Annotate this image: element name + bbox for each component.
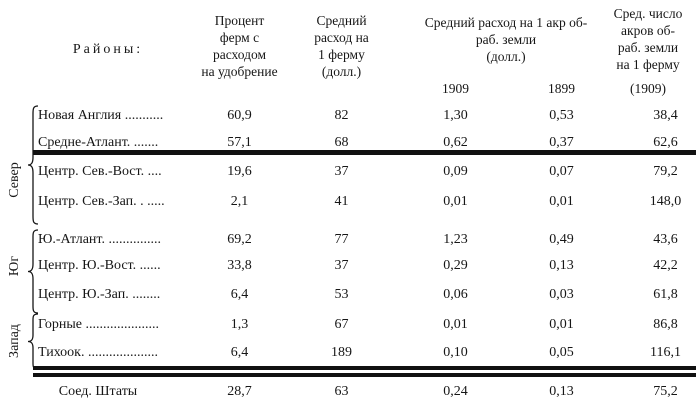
value-percent: 60,9 bbox=[227, 108, 252, 123]
value-per-acre-1899: 0,07 bbox=[549, 164, 574, 179]
column-header-percent-farms: Процент ферм с расходом на удобрение bbox=[192, 12, 287, 80]
subcolumn-header-1899: 1899 bbox=[548, 81, 575, 96]
value-percent: 57,1 bbox=[227, 135, 252, 150]
value-per-acre-1909: 1,30 bbox=[443, 108, 468, 123]
value-per-farm: 37 bbox=[334, 164, 349, 179]
header-line: ферм с bbox=[219, 30, 260, 45]
value-per-acre-1909: 0,01 bbox=[443, 194, 468, 209]
value-per-acre-1899: 0,01 bbox=[549, 317, 574, 332]
value-per-farm: 82 bbox=[334, 108, 349, 123]
value-percent: 19,6 bbox=[227, 164, 252, 179]
value-per-farm: 68 bbox=[334, 135, 349, 150]
header-line: акров об- bbox=[621, 23, 675, 38]
value-acres: 43,6 bbox=[653, 232, 678, 247]
value-per-acre-1899: 0,13 bbox=[549, 384, 574, 399]
table-total-row: Соед. Штаты 28,7 63 0,24 0,13 75,2 bbox=[0, 384, 696, 401]
header-line: раб. земли bbox=[617, 40, 679, 55]
value-per-farm: 189 bbox=[331, 345, 352, 360]
row-label: Средне-Атлант. ....... bbox=[38, 135, 159, 150]
value-per-farm: 63 bbox=[334, 384, 349, 399]
value-per-acre-1909: 0,10 bbox=[443, 345, 468, 360]
header-line: раб. земли bbox=[475, 32, 537, 47]
row-label: Новая Англия ........... bbox=[38, 108, 164, 123]
value-percent: 6,4 bbox=[230, 287, 249, 302]
group-brace-north bbox=[27, 105, 39, 225]
value-per-acre-1909: 0,24 bbox=[443, 384, 468, 399]
row-label: Горные ..................... bbox=[38, 317, 159, 332]
subcolumn-header-1909: 1909 bbox=[442, 81, 469, 96]
group-brace-south bbox=[27, 229, 39, 314]
row-label: Тихоок. .................... bbox=[38, 345, 158, 360]
row-label: Центр. Ю.-Вост. ...... bbox=[38, 258, 161, 273]
value-per-acre-1899: 0,49 bbox=[549, 232, 574, 247]
column-header-acres-year: (1909) bbox=[630, 81, 666, 96]
value-acres: 148,0 bbox=[649, 194, 682, 209]
header-line: Процент bbox=[214, 13, 265, 28]
value-acres: 75,2 bbox=[653, 384, 678, 399]
table-row: Центр. Сев.-Вост. .... 19,6 37 0,09 0,07… bbox=[0, 164, 696, 181]
header-line: 1 ферму bbox=[318, 47, 365, 62]
value-per-acre-1899: 0,05 bbox=[549, 345, 574, 360]
value-per-acre-1899: 0,53 bbox=[549, 108, 574, 123]
table-row: Центр. Сев.-Зап. . ..... 2,1 41 0,01 0,0… bbox=[0, 194, 696, 211]
value-per-acre-1909: 0,06 bbox=[443, 287, 468, 302]
row-label: Ю.-Атлант. ............... bbox=[38, 232, 161, 247]
value-per-acre-1909: 0,29 bbox=[443, 258, 468, 273]
column-header-acres-per-farm: Сред. число акров об- раб. земли на 1 фе… bbox=[600, 5, 696, 73]
value-percent: 28,7 bbox=[227, 384, 252, 399]
table-row: Средне-Атлант. ....... 57,1 68 0,62 0,37… bbox=[0, 135, 696, 152]
value-per-acre-1909: 0,09 bbox=[443, 164, 468, 179]
table-row: Центр. Ю.-Зап. ........ 6,4 53 0,06 0,03… bbox=[0, 287, 696, 304]
value-per-farm: 41 bbox=[334, 194, 349, 209]
header-line: расходом bbox=[212, 47, 267, 62]
value-per-farm: 77 bbox=[334, 232, 349, 247]
thick-divider-line bbox=[33, 150, 696, 155]
group-brace-west bbox=[27, 313, 39, 370]
value-per-farm: 67 bbox=[334, 317, 349, 332]
value-per-acre-1899: 0,13 bbox=[549, 258, 574, 273]
row-label: Центр. Ю.-Зап. ........ bbox=[38, 287, 161, 302]
value-acres: 79,2 bbox=[653, 164, 678, 179]
value-per-acre-1899: 0,01 bbox=[549, 194, 574, 209]
value-per-acre-1909: 0,62 bbox=[443, 135, 468, 150]
value-per-acre-1909: 1,23 bbox=[443, 232, 468, 247]
value-percent: 6,4 bbox=[230, 345, 249, 360]
double-divider-line bbox=[33, 366, 696, 377]
header-line: Сред. число bbox=[613, 6, 683, 21]
row-label: Центр. Сев.-Вост. .... bbox=[38, 164, 162, 179]
column-header-avg-per-farm: Средний расход на 1 ферму (долл.) bbox=[294, 12, 389, 80]
header-line: на 1 ферму bbox=[616, 57, 680, 72]
column-header-avg-per-acre: Средний расход на 1 акр об- раб. земли (… bbox=[400, 14, 612, 65]
value-acres: 86,8 bbox=[653, 317, 678, 332]
value-per-farm: 53 bbox=[334, 287, 349, 302]
table-row: Новая Англия ........... 60,9 82 1,30 0,… bbox=[0, 108, 696, 125]
total-row-label: Соед. Штаты bbox=[58, 384, 138, 399]
value-percent: 1,3 bbox=[230, 317, 249, 332]
header-line: Средний расход на 1 акр об- bbox=[424, 15, 588, 30]
column-header-regions: Районы: bbox=[72, 42, 144, 57]
table-row: Ю.-Атлант. ............... 69,2 77 1,23 … bbox=[0, 232, 696, 249]
value-percent: 33,8 bbox=[227, 258, 252, 273]
value-percent: 69,2 bbox=[227, 232, 252, 247]
header-line: расход на bbox=[314, 30, 369, 45]
value-acres: 42,2 bbox=[653, 258, 678, 273]
value-acres: 62,6 bbox=[653, 135, 678, 150]
header-line: (долл.) bbox=[321, 64, 362, 79]
table-row: Горные ..................... 1,3 67 0,01… bbox=[0, 317, 696, 334]
table-row: Центр. Ю.-Вост. ...... 33,8 37 0,29 0,13… bbox=[0, 258, 696, 275]
header-line: (долл.) bbox=[486, 49, 526, 64]
value-per-acre-1899: 0,37 bbox=[549, 135, 574, 150]
value-percent: 2,1 bbox=[230, 194, 249, 209]
row-label: Центр. Сев.-Зап. . ..... bbox=[38, 194, 165, 209]
value-acres: 38,4 bbox=[653, 108, 678, 123]
header-line: на удобрение bbox=[201, 64, 278, 79]
value-per-acre-1909: 0,01 bbox=[443, 317, 468, 332]
value-acres: 116,1 bbox=[650, 345, 681, 360]
value-per-acre-1899: 0,03 bbox=[549, 287, 574, 302]
value-acres: 61,8 bbox=[653, 287, 678, 302]
table-row: Тихоок. .................... 6,4 189 0,1… bbox=[0, 345, 696, 362]
header-line: Средний bbox=[316, 13, 367, 28]
value-per-farm: 37 bbox=[334, 258, 349, 273]
